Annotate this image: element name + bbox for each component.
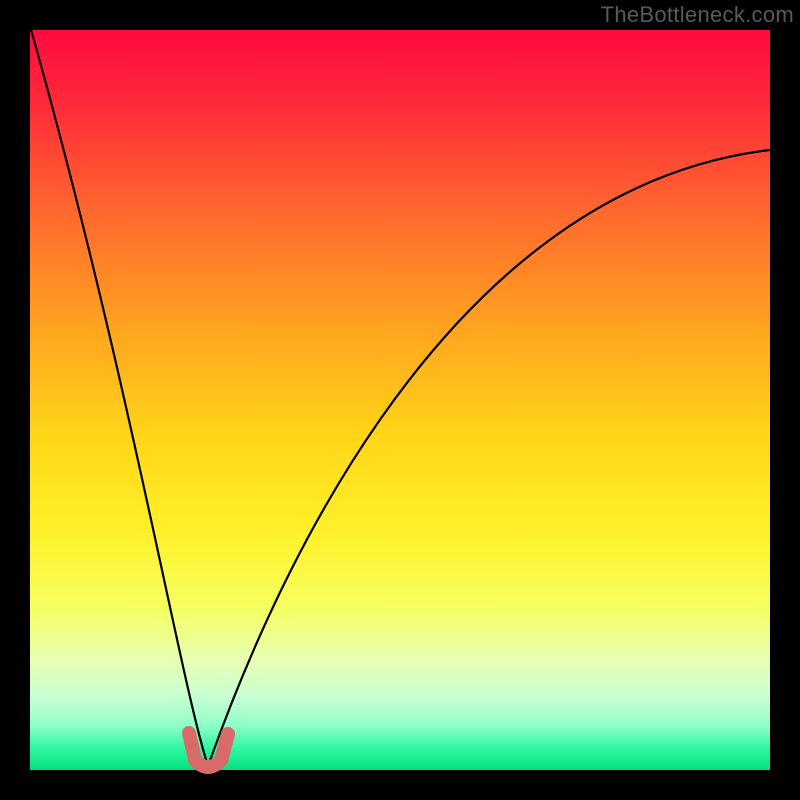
- watermark-text: TheBottleneck.com: [601, 2, 794, 28]
- chart-root: TheBottleneck.com: [0, 0, 800, 800]
- plot-area: [30, 30, 770, 770]
- bottleneck-chart: [0, 0, 800, 800]
